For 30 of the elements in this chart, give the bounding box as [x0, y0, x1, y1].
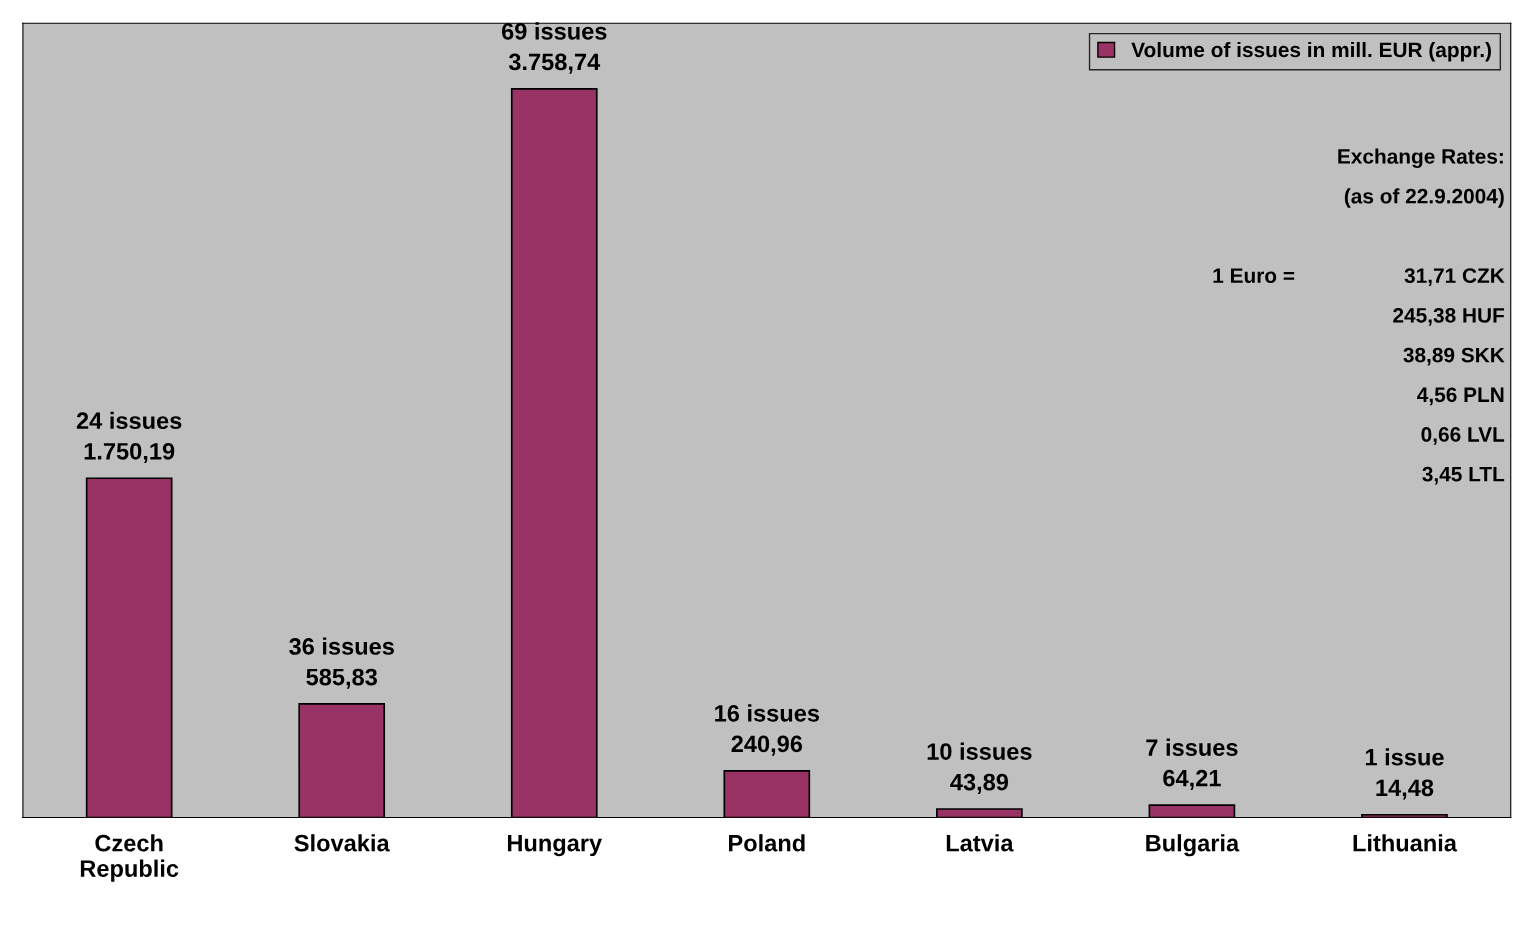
legend-label: Volume of issues in mill. EUR (appr.) — [1131, 41, 1491, 62]
x-tick-label: Hungary — [507, 834, 603, 857]
x-tick-label: Slovakia — [294, 834, 390, 852]
bar — [85, 477, 173, 818]
bar — [723, 769, 811, 818]
data-label: 10 issues 43,89 — [927, 742, 1032, 794]
annotation: 31,71 CZK — [1404, 268, 1505, 287]
bar — [1148, 804, 1236, 818]
annotation: 4,56 PLN — [1417, 387, 1504, 406]
x-tick-label: Latvia — [946, 834, 1014, 852]
bar — [936, 808, 1023, 818]
bar — [298, 703, 386, 818]
data-label: 24 issues 1.750,19 — [76, 411, 182, 464]
data-label: 16 issues 240,96 — [715, 704, 820, 756]
annotation: 1 Euro = — [1213, 268, 1295, 283]
annotation: 3,45 LTL — [1422, 466, 1505, 485]
x-tick-label: Czech Republic — [80, 834, 179, 882]
bar — [510, 87, 598, 818]
annotation: Exchange Rates: — [1338, 148, 1503, 169]
annotation: 38,89 SKK — [1403, 347, 1505, 366]
data-label: 69 issues 3.758,74 — [501, 22, 607, 74]
data-label: 1 issue 14,48 — [1365, 748, 1444, 800]
annotation: 0,66 LVL — [1421, 427, 1505, 445]
annotation: 245,38 HUF — [1393, 307, 1505, 326]
x-tick-label: Poland — [729, 834, 805, 852]
x-tick-label: Bulgaria — [1146, 834, 1240, 857]
annotation: (as of 22.9.2004) — [1344, 188, 1504, 208]
data-label: 7 issues 64,21 — [1146, 738, 1238, 790]
data-label: 36 issues 585,83 — [289, 637, 394, 689]
x-tick-label: Lithuania — [1353, 834, 1458, 852]
